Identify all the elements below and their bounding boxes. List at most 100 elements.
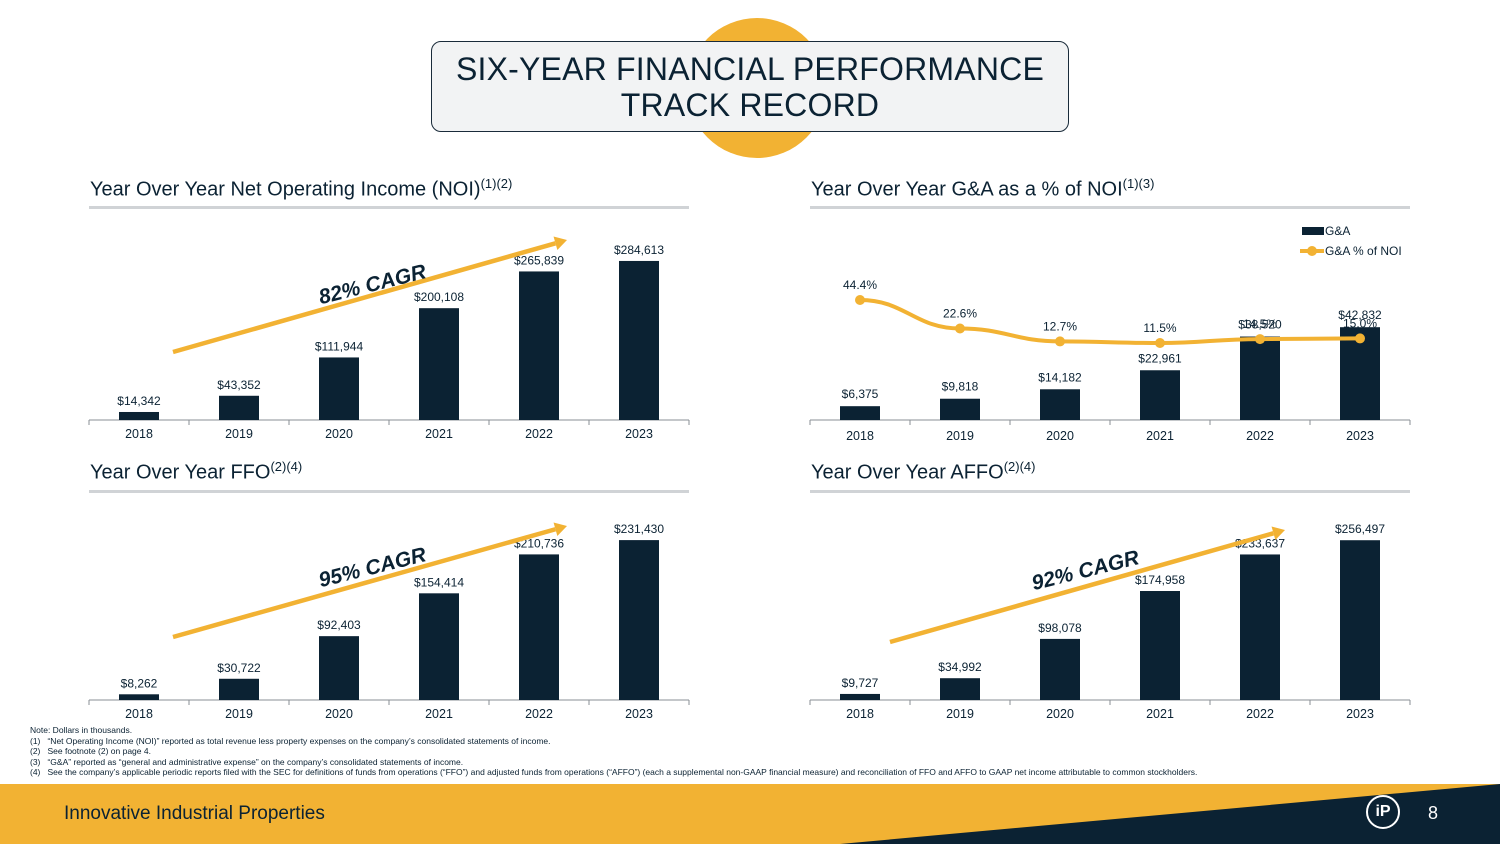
data-label: $154,414 (414, 575, 464, 589)
x-tick-label: 2022 (1246, 429, 1274, 443)
ffo-bar-chart: $8,262 2018 $30,722 2019 $92,403 2020 $154,414… (88, 522, 690, 721)
iip-logo-icon: iP (1366, 795, 1400, 829)
bar (619, 260, 659, 420)
legend-ga-swatch (1302, 227, 1324, 235)
bar (319, 357, 359, 420)
x-tick-label: 2021 (1146, 429, 1174, 443)
ffo-title-footnote: (2)(4) (270, 459, 303, 474)
cagr-arrow-head (553, 236, 567, 251)
noi-title-footnote: (1)(2) (480, 176, 513, 191)
x-tick-label: 2023 (625, 707, 653, 721)
bar (940, 398, 980, 420)
ga-panel-title: Year Over Year G&A as a % of NOI(1)(3) (811, 176, 1154, 202)
legend-ga-label: G&A (1325, 224, 1350, 238)
data-label: $42,832 (1338, 308, 1382, 322)
data-label: $14,182 (1038, 370, 1082, 384)
x-tick-label: 2020 (1046, 429, 1074, 443)
affo-title-footnote: (2)(4) (1003, 459, 1036, 474)
ga-title-rule (810, 206, 1410, 209)
ga-combo-chart: $6,375 2018 $9,818 2019 $14,182 2020 $22,961 20… (809, 224, 1411, 443)
bar (619, 540, 659, 700)
cagr-arrow-head (1271, 526, 1285, 541)
data-label: $9,818 (942, 380, 979, 394)
footnote-3: (3) “G&A” reported as “general and admin… (30, 756, 464, 767)
ga-pct-point (1255, 334, 1265, 345)
data-label: $210,736 (514, 536, 564, 550)
bar (940, 678, 980, 700)
ga-pct-point (1055, 336, 1065, 347)
x-tick-label: 2018 (846, 707, 874, 721)
data-label: $111,944 (315, 339, 364, 353)
data-label: $34,992 (938, 660, 982, 674)
x-tick-label: 2022 (525, 707, 553, 721)
ga-title-footnote: (1)(3) (1122, 176, 1155, 191)
page-title: SIX-YEAR FINANCIAL PERFORMANCE TRACK REC… (431, 41, 1069, 132)
ga-pct-label: 15.0% (1343, 316, 1377, 330)
bar (419, 593, 459, 700)
data-label: $200,108 (414, 290, 464, 304)
footnote-4: (4) See the company’s applicable periodi… (30, 767, 1198, 777)
bar (219, 395, 259, 420)
x-tick-label: 2019 (946, 429, 974, 443)
bar (1340, 540, 1380, 700)
cagr-arrow-line (889, 531, 1275, 645)
bar (1240, 336, 1280, 420)
bar (1140, 591, 1180, 700)
data-label: $284,613 (614, 243, 664, 257)
cagr-arrow-line (172, 527, 557, 640)
affo-bar-chart: $9,727 2018 $34,992 2019 $98,078 2020 $174,958… (809, 522, 1411, 721)
bar (119, 411, 159, 420)
x-tick-label: 2021 (425, 427, 453, 441)
noi-title-text: Year Over Year Net Operating Income (NOI… (90, 178, 481, 201)
x-tick-label: 2018 (125, 707, 153, 721)
bar (840, 406, 880, 420)
cagr-arrow-head (553, 522, 567, 536)
ffo-title-rule (89, 490, 689, 493)
x-tick-label: 2021 (1146, 707, 1174, 721)
footnote-intro: Note: Dollars in thousands. (30, 725, 133, 735)
ga-pct-point (1155, 338, 1165, 348)
x-tick-label: 2019 (946, 707, 974, 721)
bar (419, 308, 459, 420)
ga-pct-label: 12.7% (1043, 319, 1077, 333)
affo-title-text: Year Over Year AFFO (811, 461, 1004, 484)
bar (119, 694, 159, 700)
data-label: $43,352 (217, 378, 261, 392)
footnote-1: (1) “Net Operating Income (NOI)” reporte… (30, 735, 551, 746)
ga-pct-point (955, 323, 965, 334)
data-label: $98,078 (1038, 621, 1082, 635)
bar (1240, 554, 1280, 700)
x-tick-label: 2023 (625, 427, 653, 441)
company-name: Innovative Industrial Properties (64, 803, 325, 824)
noi-panel-title: Year Over Year Net Operating Income (NOI… (90, 176, 512, 202)
bar (1140, 370, 1180, 420)
ffo-title-text: Year Over Year FFO (90, 461, 271, 484)
x-tick-label: 2020 (325, 427, 353, 441)
data-label: $8,262 (121, 676, 158, 690)
ga-pct-point (855, 295, 865, 305)
bar (1040, 638, 1080, 700)
data-label: $9,727 (842, 676, 879, 690)
noi-bar-chart: $14,342 2018 $43,352 2019 $111,944 2020 $200,1… (88, 236, 690, 441)
x-tick-label: 2021 (425, 707, 453, 721)
x-tick-label: 2022 (1246, 707, 1274, 721)
cagr-arrow-line (172, 241, 557, 355)
ffo-panel-title: Year Over Year FFO(2)(4) (90, 459, 302, 485)
bar (519, 271, 559, 420)
footnotes: Note: Dollars in thousands. (1) “Net Ope… (30, 725, 1490, 778)
x-tick-label: 2022 (525, 427, 553, 441)
cagr-label: 82% CAGR (316, 260, 429, 309)
x-tick-label: 2018 (846, 429, 874, 443)
affo-panel-title: Year Over Year AFFO(2)(4) (811, 459, 1035, 485)
bar (840, 693, 880, 700)
ga-pct-label: 22.6% (943, 306, 977, 320)
data-label: $30,722 (217, 661, 261, 675)
bar (319, 636, 359, 700)
data-label: $6,375 (842, 387, 879, 401)
data-label: $38,520 (1238, 318, 1282, 332)
ga-pct-line (859, 298, 1361, 346)
x-tick-label: 2018 (125, 427, 153, 441)
data-label: $22,961 (1138, 351, 1182, 365)
legend-pct-label: G&A % of NOI (1325, 244, 1402, 258)
page-title-line2: TRACK RECORD (620, 86, 880, 123)
